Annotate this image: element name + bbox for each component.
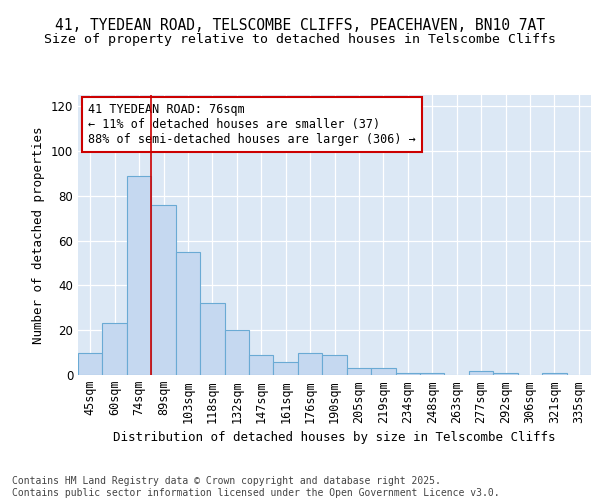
Bar	[224, 330, 249, 375]
Text: 41 TYEDEAN ROAD: 76sqm
← 11% of detached houses are smaller (37)
88% of semi-det: 41 TYEDEAN ROAD: 76sqm ← 11% of detached…	[88, 104, 416, 146]
Text: Contains HM Land Registry data © Crown copyright and database right 2025.
Contai: Contains HM Land Registry data © Crown c…	[12, 476, 500, 498]
Bar	[347, 368, 371, 375]
Bar	[249, 355, 274, 375]
X-axis label: Distribution of detached houses by size in Telscombe Cliffs: Distribution of detached houses by size …	[113, 431, 556, 444]
Bar	[200, 304, 224, 375]
Bar	[176, 252, 200, 375]
Bar	[151, 205, 176, 375]
Bar	[78, 352, 103, 375]
Bar	[127, 176, 151, 375]
Bar	[395, 373, 420, 375]
Bar	[322, 355, 347, 375]
Bar	[371, 368, 395, 375]
Bar	[298, 352, 322, 375]
Text: 41, TYEDEAN ROAD, TELSCOMBE CLIFFS, PEACEHAVEN, BN10 7AT: 41, TYEDEAN ROAD, TELSCOMBE CLIFFS, PEAC…	[55, 18, 545, 32]
Bar	[542, 373, 566, 375]
Bar	[493, 373, 518, 375]
Bar	[103, 324, 127, 375]
Y-axis label: Number of detached properties: Number of detached properties	[32, 126, 45, 344]
Bar	[469, 370, 493, 375]
Bar	[274, 362, 298, 375]
Text: Size of property relative to detached houses in Telscombe Cliffs: Size of property relative to detached ho…	[44, 32, 556, 46]
Bar	[420, 373, 445, 375]
